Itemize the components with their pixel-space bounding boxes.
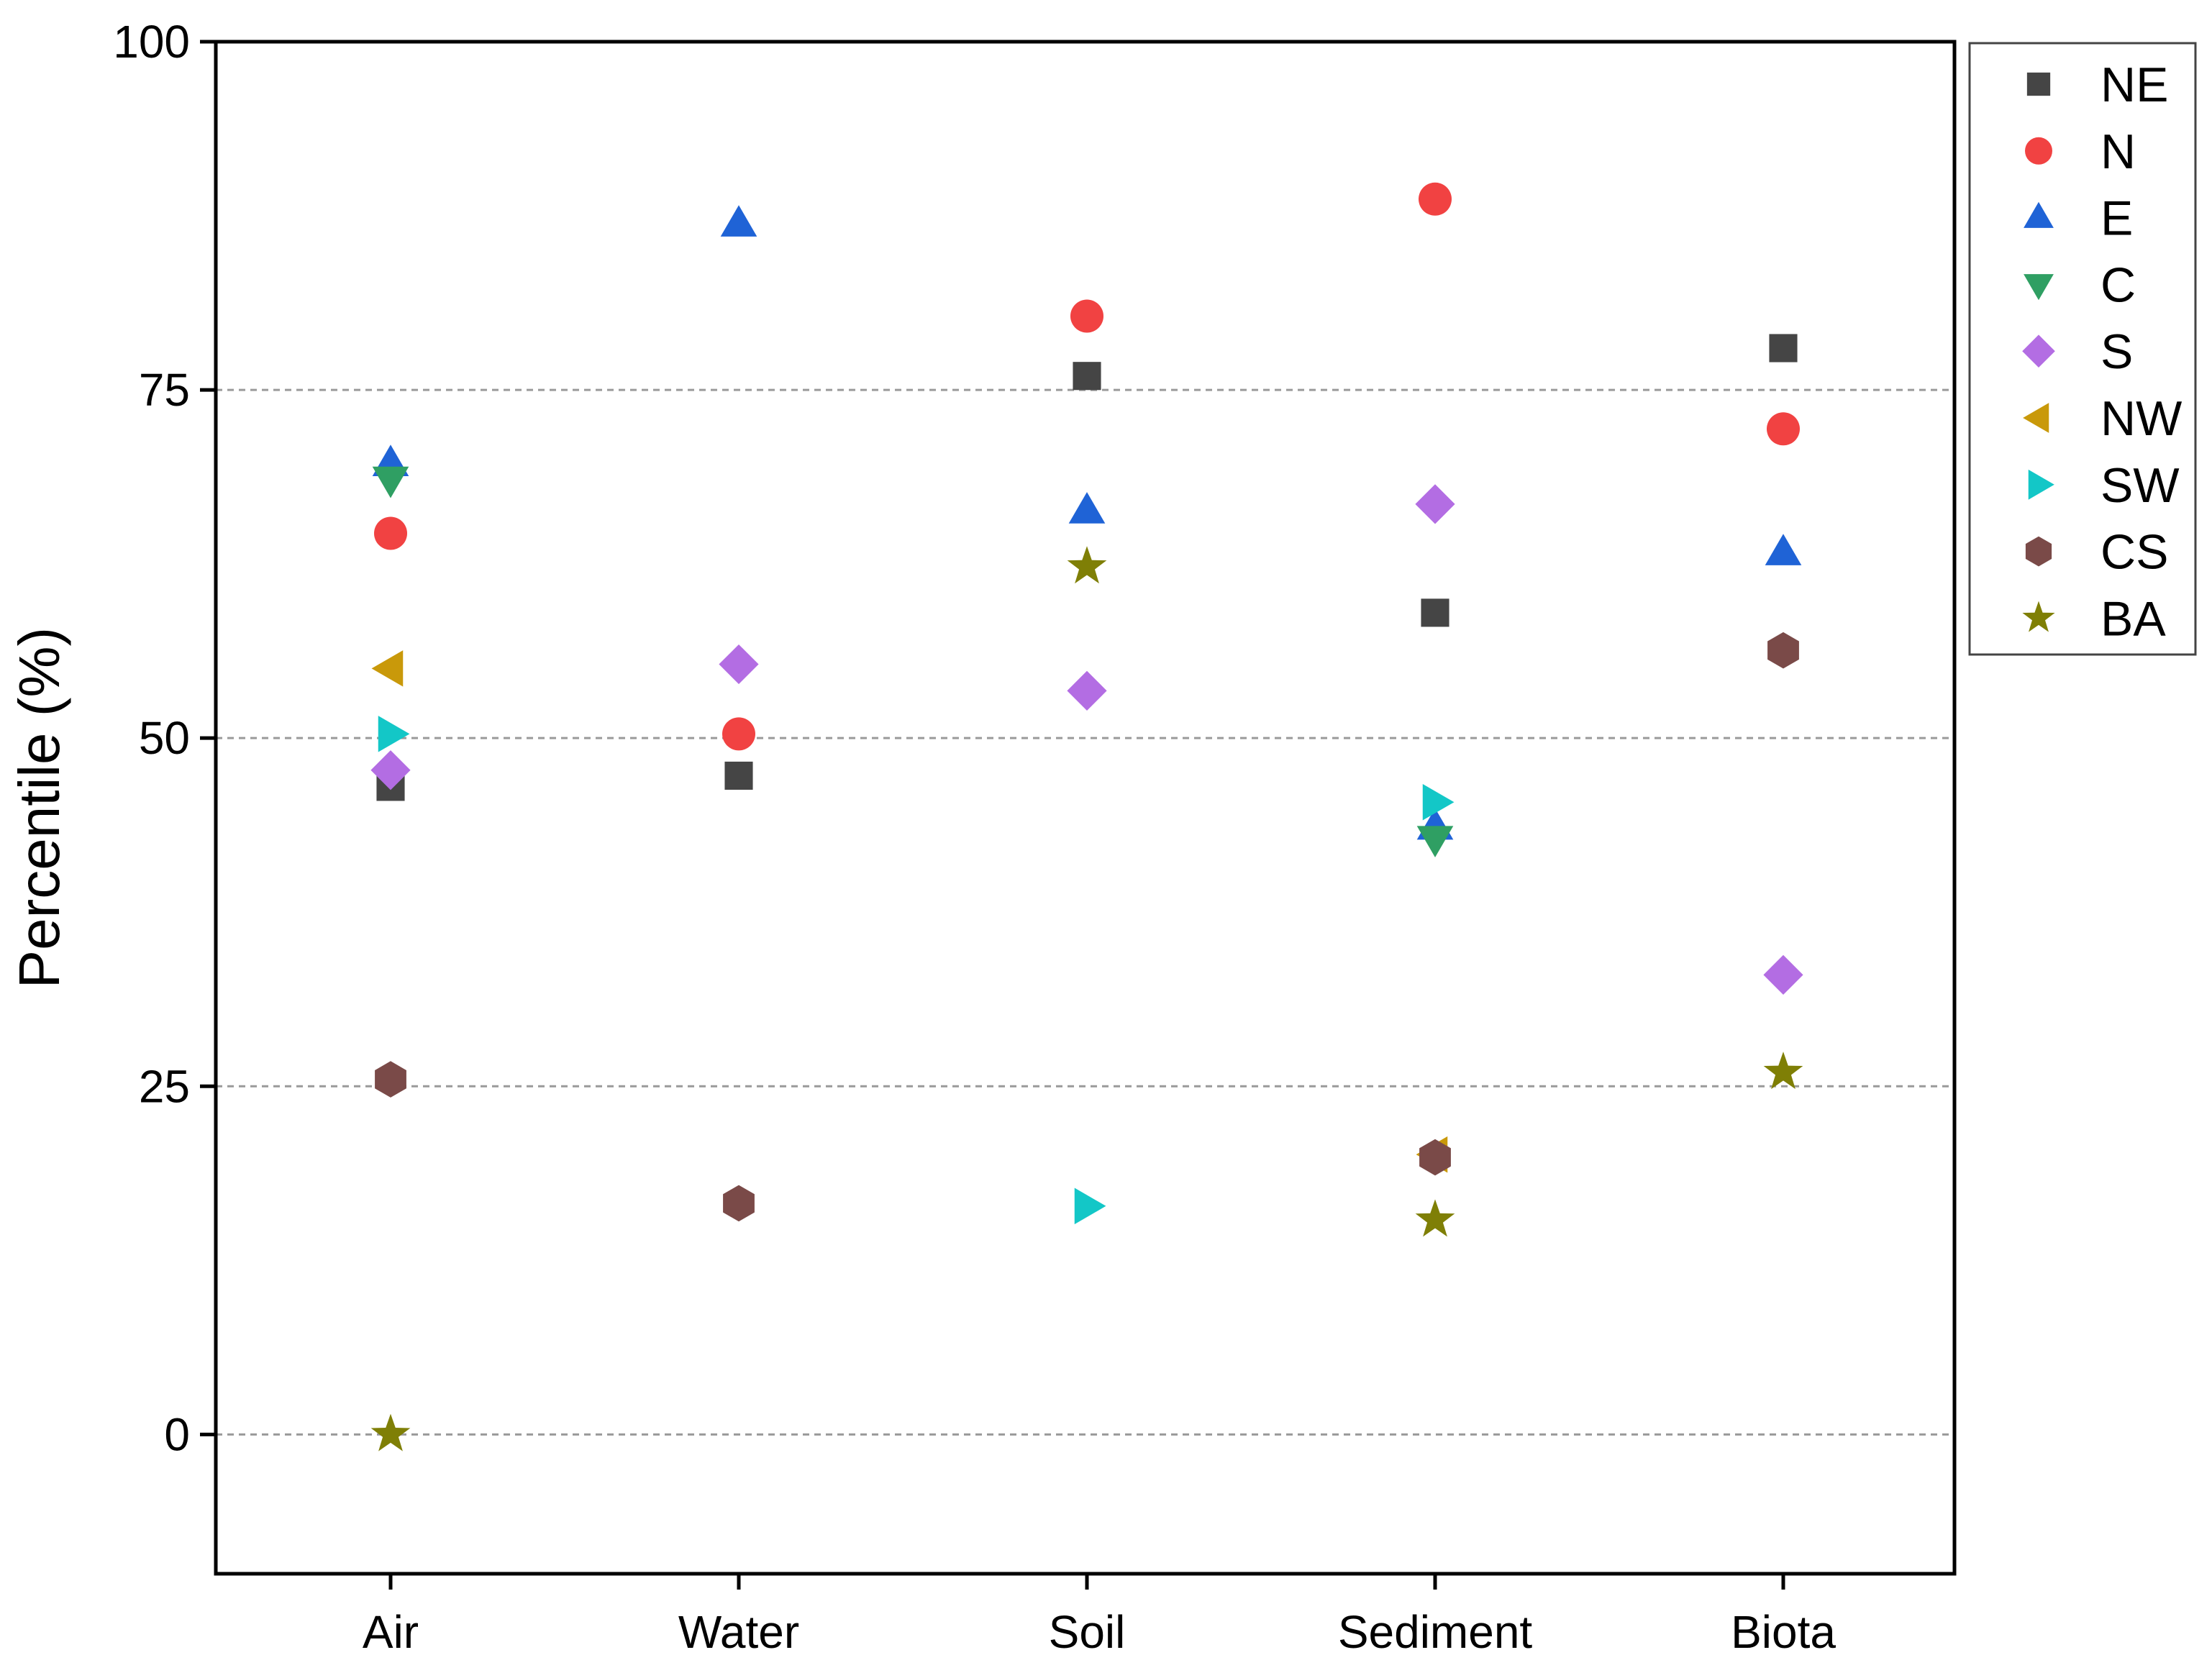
point-s-biota [1763, 954, 1803, 995]
legend-label-s: S [2101, 324, 2133, 379]
point-e-water [720, 205, 757, 237]
legend-marker-n [2025, 137, 2052, 165]
point-s-soil [1067, 670, 1107, 711]
y-tick-label: 50 [139, 712, 190, 764]
point-ne-biota [1769, 334, 1798, 363]
point-ba-soil [1067, 546, 1107, 584]
y-tick-label: 75 [139, 364, 190, 416]
point-ba-air [370, 1413, 411, 1451]
y-tick-label: 100 [113, 16, 190, 68]
legend-marker-s [2022, 334, 2055, 368]
point-n-soil [1070, 299, 1103, 333]
point-cs-biota [1767, 632, 1799, 669]
point-nw-air [371, 650, 404, 687]
point-ne-sediment [1421, 598, 1449, 627]
y-tick-label: 0 [164, 1408, 190, 1460]
point-ba-biota [1763, 1052, 1803, 1090]
x-tick-label: Air [363, 1606, 419, 1658]
point-e-biota [1765, 534, 1802, 565]
point-n-biota [1767, 412, 1800, 446]
point-s-water [719, 644, 759, 685]
point-s-sediment [1415, 484, 1455, 524]
point-cs-sediment [1419, 1139, 1451, 1176]
point-sw-sediment [1422, 783, 1455, 821]
x-tick-label: Water [678, 1606, 799, 1658]
point-cs-water [723, 1185, 755, 1222]
x-tick-label: Sediment [1338, 1606, 1533, 1658]
legend-marker-ne [2026, 72, 2051, 96]
legend-label-c: C [2101, 257, 2136, 312]
point-ne-water [724, 761, 753, 790]
y-axis: 0 25 50 75 100 [113, 16, 216, 1460]
y-tick-label: 25 [139, 1060, 190, 1112]
point-ne-soil [1073, 362, 1101, 391]
point-e-soil [1068, 492, 1106, 524]
data-points [370, 182, 1803, 1451]
point-n-air [374, 516, 407, 550]
legend-frame [1968, 42, 2197, 656]
legend-marker-c [2024, 274, 2054, 301]
x-tick-label: Biota [1731, 1606, 1836, 1658]
point-n-sediment [1419, 182, 1452, 216]
legend-label-ba: BA [2101, 591, 2166, 646]
point-c-sediment [1416, 826, 1454, 858]
point-ba-sediment [1415, 1199, 1455, 1237]
legend-label-n: N [2101, 124, 2136, 179]
x-axis: Air Water Soil Sediment Biota [363, 1574, 1836, 1658]
legend-label-ne: NE [2101, 58, 2168, 112]
legend-label-sw: SW [2101, 458, 2180, 513]
legend-label-nw: NW [2101, 391, 2182, 446]
legend-marker-e [2024, 201, 2054, 228]
point-n-water [722, 717, 755, 751]
legend-marker-sw [2028, 469, 2054, 500]
point-cs-air [375, 1061, 406, 1098]
legend-label-cs: CS [2101, 525, 2168, 580]
legend-marker-ba [2022, 601, 2055, 632]
point-sw-soil [1074, 1187, 1106, 1225]
point-c-air [372, 466, 409, 498]
plot-frame [214, 40, 1957, 1576]
legend-marker-nw [2023, 403, 2049, 433]
y-axis-label: Percentile (%) [7, 627, 71, 988]
legend-label-e: E [2101, 191, 2133, 246]
x-tick-label: Soil [1049, 1606, 1126, 1658]
legend-marker-cs [2025, 536, 2052, 567]
point-sw-air [378, 716, 410, 752]
point-s-air [370, 750, 411, 790]
gridlines [216, 388, 1954, 1436]
